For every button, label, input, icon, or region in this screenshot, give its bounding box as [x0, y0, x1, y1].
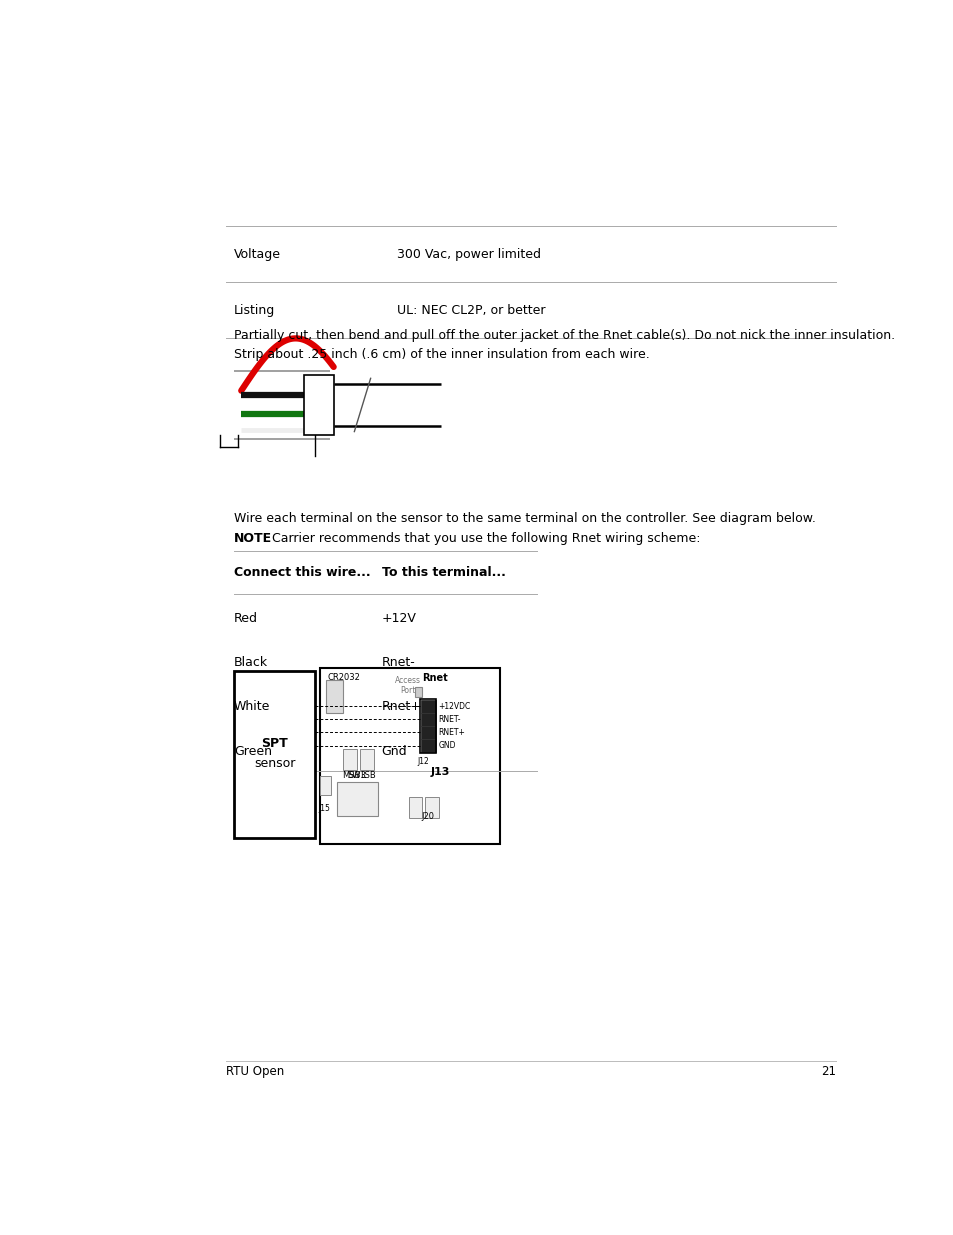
Text: Partially cut, then bend and pull off the outer jacket of the Rnet cable(s). Do : Partially cut, then bend and pull off th… [233, 329, 894, 361]
Text: RNET-: RNET- [438, 715, 460, 724]
Text: J12: J12 [416, 757, 429, 766]
Text: J20: J20 [420, 811, 434, 820]
Text: Wire each terminal on the sensor to the same terminal on the controller. See dia: Wire each terminal on the sensor to the … [233, 513, 815, 525]
Bar [342, 750, 357, 771]
Text: MSB: MSB [342, 772, 360, 781]
Text: J15: J15 [317, 804, 330, 813]
Text: Black: Black [233, 656, 268, 669]
Text: +12VDC: +12VDC [438, 701, 471, 711]
Bar [425, 797, 438, 818]
Text: Carrier recommends that you use the following Rnet wiring scheme:: Carrier recommends that you use the foll… [272, 532, 700, 546]
Bar [359, 750, 374, 771]
Text: Access: Access [395, 677, 420, 685]
Bar [420, 726, 436, 739]
Bar [320, 668, 499, 845]
Bar [415, 688, 422, 697]
Text: CR2032: CR2032 [328, 673, 360, 682]
Bar [420, 713, 436, 726]
Bar [419, 699, 436, 753]
Text: Port: Port [399, 685, 415, 695]
Text: 300 Vac, power limited: 300 Vac, power limited [396, 248, 540, 261]
Bar [233, 672, 314, 837]
Text: Voltage: Voltage [233, 248, 280, 261]
Text: Gnd: Gnd [381, 745, 407, 758]
Text: GND: GND [438, 741, 456, 750]
Text: +12V: +12V [381, 613, 416, 625]
Text: To this terminal...: To this terminal... [381, 567, 505, 579]
Text: Rnet-: Rnet- [381, 656, 416, 669]
Text: Rnet+: Rnet+ [381, 700, 421, 714]
Text: UL: NEC CL2P, or better: UL: NEC CL2P, or better [396, 304, 544, 316]
Bar [409, 797, 422, 818]
Bar [420, 700, 436, 713]
Text: Listing: Listing [233, 304, 274, 316]
Bar [336, 782, 377, 816]
Text: RTU Open: RTU Open [226, 1066, 284, 1078]
Text: J13: J13 [430, 767, 450, 777]
Text: Rnet: Rnet [422, 673, 448, 683]
Text: Connect this wire...: Connect this wire... [233, 567, 370, 579]
Text: RNET+: RNET+ [438, 727, 465, 737]
Bar [326, 679, 342, 713]
Text: NOTE: NOTE [233, 532, 272, 546]
Text: 21: 21 [821, 1066, 836, 1078]
Text: sensor: sensor [253, 757, 294, 771]
Text: SPT: SPT [261, 736, 288, 750]
Text: Red: Red [233, 613, 257, 625]
Bar [304, 374, 334, 436]
Text: Green: Green [233, 745, 272, 758]
Bar [320, 776, 331, 795]
Bar [420, 739, 436, 752]
Text: LSB: LSB [360, 772, 375, 781]
Text: White: White [233, 700, 270, 714]
Text: SW3: SW3 [348, 771, 366, 779]
